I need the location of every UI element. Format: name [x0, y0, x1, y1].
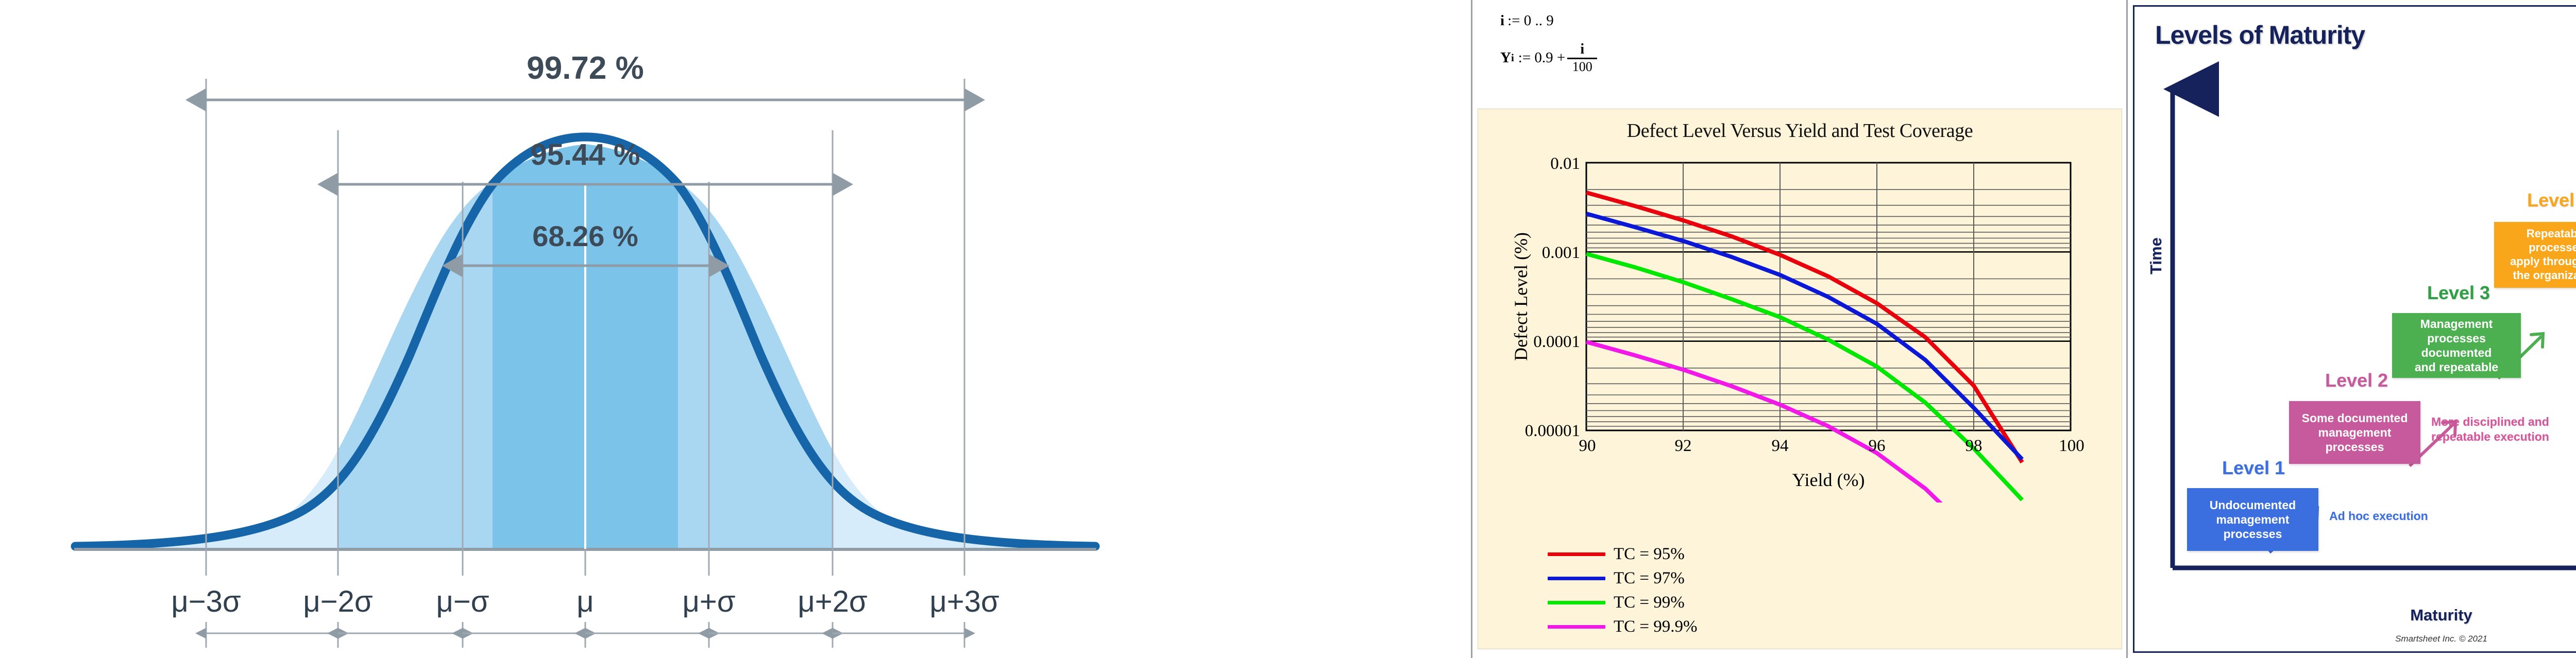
bracket-label-2sigma: 95.44 % [531, 138, 640, 171]
level-4-box: Repeatable processes apply throughout th… [2494, 222, 2576, 288]
bracket-label-1sigma: 68.26 % [532, 220, 638, 252]
fraction-denominator: 100 [1572, 59, 1592, 74]
legend-swatch-tc99 [1548, 601, 1605, 604]
level-2-box: Some documented management processes [2289, 401, 2420, 464]
formula-range-def: := 0 .. 9 [1507, 12, 1554, 29]
y-axis-title: Defect Level (%) [1511, 232, 1531, 361]
bracket-label-3sigma: 99.72 % [527, 50, 644, 86]
level-2-tag: Level 2 [2325, 370, 2388, 391]
panel-levels-of-maturity: Levels of Maturity [2128, 0, 2576, 658]
credit-line: Smartsheet Inc. © 2021 [2395, 634, 2487, 644]
level-2-note: More disciplined and repeatable executio… [2431, 415, 2549, 443]
axis-label-mu: μ [577, 585, 594, 618]
legend-label-tc95: TC = 95% [1614, 545, 1685, 563]
legend-item-tc999: TC = 99.9% [1548, 617, 1698, 636]
level-1-tag: Level 1 [2222, 457, 2285, 478]
xtick-1: 92 [1675, 437, 1692, 455]
formula-fraction: i 100 [1567, 41, 1598, 74]
legend-label-tc99: TC = 99% [1614, 593, 1685, 612]
legend-swatch-tc95 [1548, 552, 1605, 556]
defect-chart-card: Defect Level Versus Yield and Test Cover… [1478, 109, 2122, 649]
legend-label-tc999: TC = 99.9% [1614, 617, 1698, 636]
series-line-tc97 [1585, 212, 2024, 461]
chart-plot-area: 0.01 0.001 0.0001 0.00001 90 92 94 96 98… [1478, 142, 2122, 503]
series-line-tc99 [1585, 252, 2024, 501]
level-3-box: Management processes documented and repe… [2392, 313, 2521, 378]
legend-swatch-tc97 [1548, 577, 1605, 580]
bell-curve-canvas: 99.72 % 95.44 % 68.26 % μ−3σ μ−2σ μ−σ μ … [8, 4, 1463, 651]
formula-subscript-i: i [1511, 51, 1514, 64]
fraction-numerator: i [1580, 41, 1585, 57]
maturity-frame: Levels of Maturity [2133, 5, 2576, 653]
axis-label-p3s: μ+3σ [929, 585, 999, 618]
axis-label-m3s: μ−3σ [171, 585, 241, 618]
legend-item-tc99: TC = 99% [1548, 593, 1698, 612]
formula-var-i: i [1500, 12, 1505, 29]
y-axis-label: Time [2147, 237, 2165, 274]
axis-label-p2s: μ+2σ [798, 585, 867, 618]
formula-assign: := 0.9 + [1518, 49, 1566, 66]
axis-label-p1s: μ+σ [682, 585, 735, 618]
xtick-2: 94 [1772, 437, 1789, 455]
panel-normal-distribution: 99.72 % 95.44 % 68.26 % μ−3σ μ−2σ μ−σ μ … [8, 0, 1472, 658]
xtick-3: 96 [1869, 437, 1886, 455]
level-1-note: Ad hoc execution [2329, 509, 2428, 523]
legend-item-tc97: TC = 97% [1548, 569, 1698, 588]
chart-legend: TC = 95% TC = 97% TC = 99% TC = 99.9% [1548, 545, 1698, 642]
legend-label-tc97: TC = 97% [1614, 569, 1685, 587]
axis-label-m1s: μ−σ [436, 585, 489, 618]
legend-swatch-tc999 [1548, 625, 1605, 629]
chart-title: Defect Level Versus Yield and Test Cover… [1626, 120, 1973, 142]
series-line-tc999 [1585, 340, 1943, 503]
ytick-3: 0.00001 [1525, 422, 1580, 440]
xtick-5: 100 [2059, 437, 2084, 455]
xtick-4: 98 [1965, 437, 1982, 455]
legend-item-tc95: TC = 95% [1548, 545, 1698, 564]
level-3-tag: Level 3 [2427, 282, 2490, 303]
fraction-bar [1567, 57, 1598, 59]
formula-index-range: i := 0 .. 9 [1500, 12, 2122, 29]
xtick-0: 90 [1579, 437, 1596, 455]
ytick-2: 0.0001 [1533, 333, 1580, 351]
x-axis-label: Maturity [2410, 606, 2472, 624]
defect-chart-svg: 0.01 0.001 0.0001 0.00001 90 92 94 96 98… [1511, 154, 2084, 503]
level-4-tag: Level 4 [2527, 189, 2576, 211]
level-1-box: Undocumented management processes [2187, 488, 2318, 551]
axis-label-m2s: μ−2σ [303, 585, 372, 618]
page-title: Levels of Maturity [2155, 21, 2365, 49]
ytick-0: 0.01 [1550, 154, 1580, 173]
ytick-1: 0.001 [1542, 244, 1580, 262]
formula-var-Y: Y [1500, 49, 1511, 66]
series-line-tc95 [1585, 191, 2024, 464]
x-axis-title: Yield (%) [1792, 470, 1865, 490]
bell-curve-svg: 99.72 % 95.44 % 68.26 % μ−3σ μ−2σ μ−σ μ … [71, 50, 1100, 648]
